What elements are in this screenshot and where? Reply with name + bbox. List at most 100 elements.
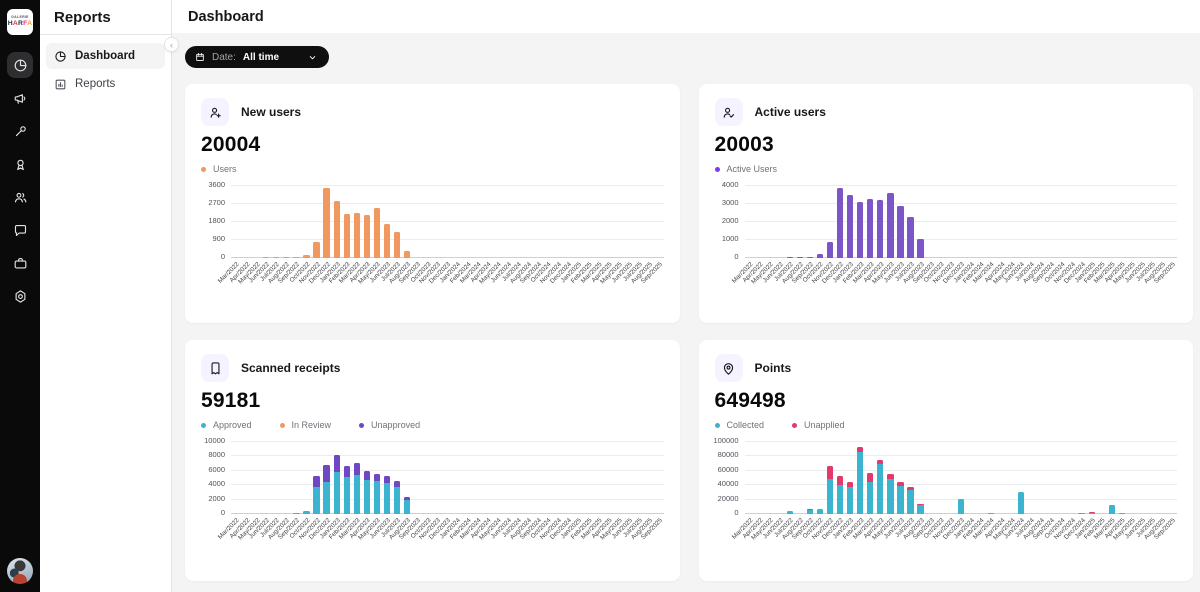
gridline [744, 185, 1177, 186]
bar-slot [402, 186, 412, 258]
bar-slot [543, 442, 553, 514]
bar-segment [383, 224, 391, 258]
bar-segment [373, 473, 381, 481]
bar-slot [462, 186, 472, 258]
sidebar-item-business[interactable] [7, 250, 33, 276]
bar-slot [805, 186, 815, 258]
bar-segment [897, 206, 904, 258]
bar-slot [251, 186, 261, 258]
main-header: Dashboard [172, 0, 1200, 33]
bar-slot [432, 186, 442, 258]
bar [826, 242, 834, 258]
legend-label: Approved [213, 420, 252, 430]
panel-item-reports[interactable]: Reports [46, 71, 165, 97]
sidebar-item-messages[interactable] [7, 217, 33, 243]
bar-segment [957, 498, 964, 514]
panel-item-label: Reports [75, 78, 116, 90]
bar-segment [403, 497, 411, 501]
card-title: Points [754, 361, 792, 375]
bar [313, 475, 320, 514]
bar-slot [1157, 442, 1167, 514]
active-users-chart: 0 1000 2000 3000 4000 Mar/2022 Apr/2022 May/202… [715, 180, 1177, 304]
gridline [231, 185, 664, 186]
bar [957, 498, 964, 514]
legend-dot [359, 422, 365, 428]
bar-slot [644, 442, 654, 514]
bar [917, 503, 924, 514]
bar [907, 486, 914, 514]
bar-slot [1137, 442, 1147, 514]
galerie-harfa-logo[interactable]: GALERIE HARFA [7, 9, 33, 35]
bar-slot [442, 442, 452, 514]
date-filter-button[interactable]: Date: All time [185, 46, 330, 68]
bar [907, 217, 914, 258]
bar-slot [362, 186, 372, 258]
bar-segment [826, 478, 834, 514]
bar-slot [906, 186, 916, 258]
y-axis-tick: 1000 [721, 234, 739, 243]
sidebar-item-settings[interactable] [7, 283, 33, 309]
legend: Active Users [714, 164, 1178, 174]
bar-slot [332, 186, 342, 258]
y-axis-tick: 4000 [721, 180, 739, 189]
bar-slot [523, 442, 533, 514]
bar-slot [553, 442, 563, 514]
sidebar-item-users[interactable] [7, 184, 33, 210]
bar-segment [786, 257, 793, 258]
bar-slot [654, 442, 664, 514]
gridline [231, 203, 664, 204]
bar-segment [373, 480, 381, 514]
sidebar-item-campaigns[interactable] [7, 85, 33, 111]
bar-slot [422, 442, 432, 514]
sidebar-item-rewards[interactable] [7, 151, 33, 177]
sidebar-item-tools[interactable] [7, 118, 33, 144]
bar-segment [857, 202, 864, 258]
y-axis-tick: 0 [734, 508, 739, 517]
page-title: Dashboard [188, 9, 264, 25]
bar-slot [755, 442, 765, 514]
legend-item: Unapproved [359, 420, 420, 430]
bar-slot [513, 442, 523, 514]
bar-slot [956, 186, 966, 258]
bar [353, 462, 360, 514]
bar-slot [1117, 442, 1127, 514]
bar-slot [603, 186, 613, 258]
y-axis: 0 900 1800 2700 3600 [201, 180, 231, 261]
x-axis: Mar/2022 Apr/2022 May/2022 Jun/2022 Jul/2022… [731, 258, 1177, 304]
bar-slot [745, 442, 755, 514]
bars [231, 442, 664, 514]
bar [836, 475, 844, 514]
bar-segment [333, 201, 340, 258]
bar [373, 473, 381, 514]
card-value: 649498 [714, 389, 786, 412]
bar-slot [281, 442, 291, 514]
panel-item-dashboard[interactable]: Dashboard [46, 43, 165, 69]
bar [393, 232, 401, 258]
sidebar-item-analytics[interactable] [7, 52, 33, 78]
legend: Approved In Review Unapproved [201, 420, 664, 430]
bar-slot [241, 442, 251, 514]
bar [333, 201, 340, 258]
points-pin-icon [714, 354, 743, 382]
date-filter-value: All time [242, 51, 280, 63]
bar-segment [887, 479, 894, 514]
bar-segment [393, 487, 401, 514]
bar-slot [785, 442, 795, 514]
y-axis-tick: 4000 [208, 479, 225, 489]
bar-segment [1088, 513, 1095, 514]
bar-segment [806, 509, 814, 511]
y-axis-tick: 900 [212, 234, 225, 243]
bar-slot [885, 442, 895, 514]
plot-area [231, 441, 664, 514]
gridline [744, 455, 1177, 457]
bar [343, 465, 350, 514]
bar-slot [301, 442, 311, 514]
bar-slot [1077, 442, 1087, 514]
bar [887, 193, 894, 258]
bar-segment [393, 480, 401, 488]
panel-collapse-button[interactable]: ‹ [164, 37, 179, 52]
user-avatar[interactable] [7, 558, 33, 584]
gridline [231, 484, 664, 486]
x-axis: Mar/2022 Apr/2022 May/2022 Jun/2022 Jul/2022… [217, 514, 663, 560]
